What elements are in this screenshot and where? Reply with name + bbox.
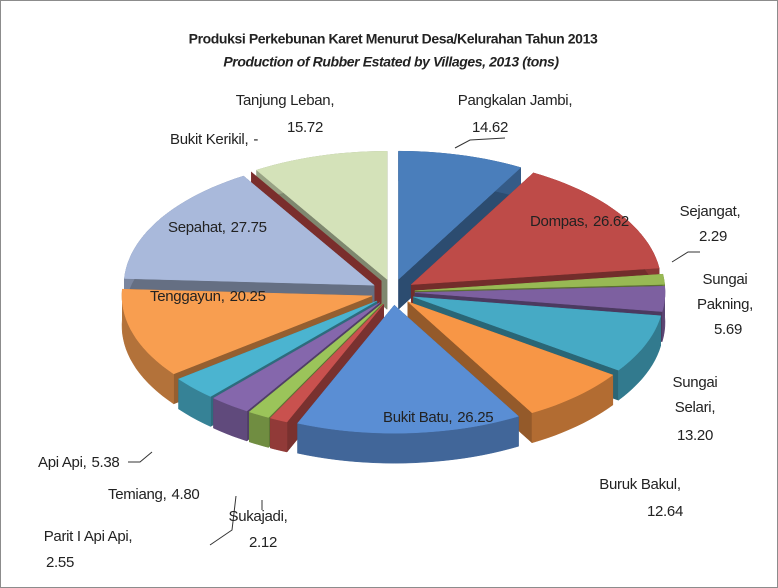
- data-label-category: Sungai Selari,: [673, 374, 718, 416]
- data-label: Tenggayun, 20.25: [150, 288, 266, 305]
- data-label-category: Sepahat,: [168, 219, 226, 236]
- data-label-line: Sungai: [673, 374, 718, 391]
- data-label-value: 5.38: [91, 454, 119, 471]
- data-label-value: 14.62: [472, 119, 508, 136]
- data-label-value: 15.72: [287, 119, 323, 136]
- data-label-value: 13.20: [677, 427, 713, 444]
- data-label-value: 12.64: [647, 503, 683, 520]
- data-label-line: Sungai: [703, 271, 748, 288]
- chart-title: Produksi Perkebunan Karet Menurut Desa/K…: [189, 31, 598, 47]
- data-label-line: Selari,: [675, 399, 715, 416]
- data-label-value: 26.62: [593, 213, 629, 230]
- data-label-category: Pangkalan Jambi,: [458, 92, 572, 109]
- slice-wall: [270, 417, 288, 453]
- slice-top: [398, 150, 522, 280]
- data-label: Api Api, 5.38: [38, 454, 119, 471]
- data-label-category: Bukit Kerikil,: [170, 131, 248, 148]
- slice-top: [124, 175, 375, 286]
- data-label-line: Pakning,: [697, 296, 753, 313]
- data-label: Dompas, 26.62: [530, 213, 629, 230]
- data-label-value: 2.29: [699, 228, 727, 245]
- data-label: Bukit Batu, 26.25: [383, 409, 493, 426]
- slice-top: [413, 296, 662, 371]
- slice-top: [407, 301, 614, 414]
- leader-line: [128, 451, 153, 463]
- data-label-value: 27.75: [231, 219, 267, 236]
- data-label-category: Tanjung Leban,: [236, 92, 334, 109]
- leader-line: [209, 495, 237, 546]
- data-label-value: 5.69: [714, 321, 742, 338]
- leader-lines: [128, 137, 700, 546]
- data-label-category: Buruk Bakul,: [599, 476, 680, 493]
- data-label: Sepahat, 27.75: [168, 219, 267, 236]
- data-label-category: Temiang,: [108, 486, 166, 503]
- slice-top: [212, 302, 380, 412]
- slice-top: [248, 303, 383, 418]
- data-label-category: Parit I Api Api,: [44, 528, 133, 545]
- slice: [297, 304, 520, 464]
- data-label-category: Sukajadi,: [228, 508, 287, 525]
- data-label-category: Api Api,: [38, 454, 86, 471]
- data-label-value: 2.55: [46, 554, 74, 571]
- slice-wall: [249, 411, 269, 448]
- data-label-category: Sejangat,: [680, 203, 741, 220]
- data-label: Temiang, 4.80: [108, 486, 199, 503]
- leader-line: [454, 137, 506, 149]
- data-label-value: 4.80: [171, 486, 199, 503]
- slice-top: [297, 304, 520, 434]
- slice-top: [414, 273, 665, 292]
- slice-top: [256, 151, 388, 280]
- data-label-value: 26.25: [457, 409, 493, 426]
- leader-line: [671, 251, 700, 263]
- chart-subtitle: Production of Rubber Estated by Villages…: [223, 54, 559, 70]
- slice-top: [414, 285, 666, 312]
- data-label-category: Sungai Pakning,: [697, 271, 753, 313]
- slice-top: [269, 303, 384, 423]
- slice: [407, 301, 614, 444]
- slice-top: [410, 172, 660, 285]
- slice-top: [121, 288, 373, 375]
- data-label-category: Bukit Batu,: [383, 409, 452, 426]
- data-label-category: Dompas,: [530, 213, 588, 230]
- data-label-value: 20.25: [230, 288, 266, 305]
- data-label: Bukit Kerikil, -: [170, 131, 258, 148]
- data-label-category: Tenggayun,: [150, 288, 225, 305]
- pie: [121, 150, 666, 464]
- data-label-value: 2.12: [249, 534, 277, 551]
- slice-top: [178, 300, 378, 397]
- data-label-value: -: [253, 131, 258, 148]
